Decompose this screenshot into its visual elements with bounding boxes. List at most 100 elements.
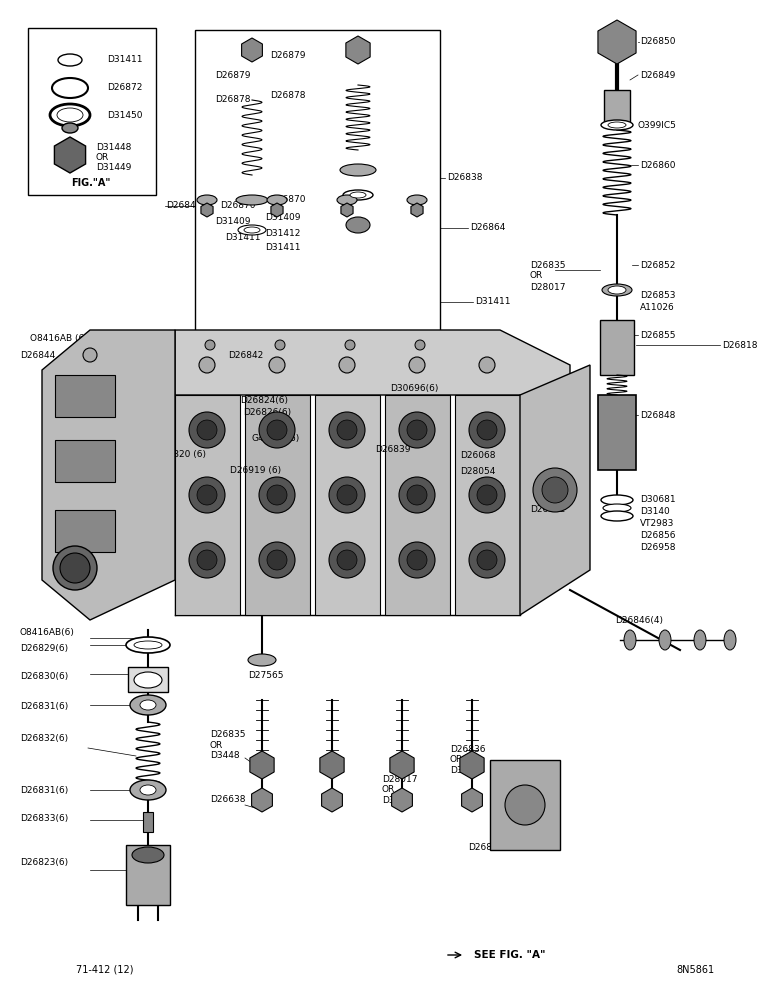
Bar xyxy=(143,812,153,832)
Circle shape xyxy=(259,412,295,448)
Text: D26068: D26068 xyxy=(460,450,496,460)
Circle shape xyxy=(337,550,357,570)
Ellipse shape xyxy=(58,54,82,66)
Text: D26878: D26878 xyxy=(270,91,306,100)
Text: D26818: D26818 xyxy=(722,340,757,350)
Circle shape xyxy=(345,340,355,350)
Text: D26848: D26848 xyxy=(640,410,676,420)
Bar xyxy=(126,845,170,905)
Ellipse shape xyxy=(62,123,78,133)
Polygon shape xyxy=(201,203,213,217)
Text: D26853: D26853 xyxy=(640,292,676,300)
Bar xyxy=(28,28,156,195)
Text: D26820 (6): D26820 (6) xyxy=(155,450,206,460)
Text: D26816: D26816 xyxy=(468,844,503,852)
Bar xyxy=(490,760,560,850)
Circle shape xyxy=(205,340,215,350)
Text: O8416AB(6): O8416AB(6) xyxy=(20,628,75,637)
Text: D26842: D26842 xyxy=(228,351,263,360)
Text: D27565: D27565 xyxy=(248,670,283,680)
Circle shape xyxy=(197,420,217,440)
Ellipse shape xyxy=(60,83,80,93)
Circle shape xyxy=(542,477,568,503)
Polygon shape xyxy=(315,395,380,615)
Circle shape xyxy=(415,340,425,350)
Text: D26855: D26855 xyxy=(640,330,676,340)
Text: 71-412 (12): 71-412 (12) xyxy=(76,965,134,975)
Circle shape xyxy=(267,485,287,505)
Polygon shape xyxy=(520,365,590,615)
Circle shape xyxy=(407,550,427,570)
Circle shape xyxy=(259,542,295,578)
Polygon shape xyxy=(42,330,175,620)
Text: D26844: D26844 xyxy=(20,351,56,360)
Ellipse shape xyxy=(57,108,83,122)
Ellipse shape xyxy=(602,284,632,296)
Text: D31411: D31411 xyxy=(475,298,510,306)
Polygon shape xyxy=(411,203,423,217)
Polygon shape xyxy=(385,395,450,615)
Text: D3140: D3140 xyxy=(640,508,670,516)
Text: A11026: A11026 xyxy=(640,304,675,312)
Text: 8N5861: 8N5861 xyxy=(676,965,714,975)
Text: D26846(4): D26846(4) xyxy=(615,615,663,624)
Ellipse shape xyxy=(134,672,162,688)
Text: D26864: D26864 xyxy=(470,224,506,232)
Text: D26856: D26856 xyxy=(640,532,676,540)
Text: D31409: D31409 xyxy=(265,214,300,223)
Ellipse shape xyxy=(238,225,266,235)
Polygon shape xyxy=(250,751,274,779)
Bar xyxy=(195,30,440,370)
Text: D26638: D26638 xyxy=(210,796,245,804)
Bar xyxy=(128,667,168,692)
Circle shape xyxy=(407,420,427,440)
Circle shape xyxy=(469,477,505,513)
Bar xyxy=(55,510,115,552)
Text: OR: OR xyxy=(530,271,543,280)
Circle shape xyxy=(479,357,495,373)
Polygon shape xyxy=(242,38,262,62)
Polygon shape xyxy=(341,203,353,217)
Ellipse shape xyxy=(608,286,626,294)
Text: D26841: D26841 xyxy=(166,202,201,211)
Text: D31449: D31449 xyxy=(96,163,131,172)
Text: D31411: D31411 xyxy=(107,55,143,64)
Ellipse shape xyxy=(267,195,287,205)
Text: D26839: D26839 xyxy=(375,446,411,454)
Text: D28017: D28017 xyxy=(530,282,566,292)
Text: OR: OR xyxy=(96,153,110,162)
Text: D26878: D26878 xyxy=(215,96,250,104)
Circle shape xyxy=(469,542,505,578)
Circle shape xyxy=(329,477,365,513)
Text: D26879: D26879 xyxy=(215,70,250,80)
Polygon shape xyxy=(455,395,520,615)
Ellipse shape xyxy=(624,630,636,650)
Bar xyxy=(600,320,634,375)
Text: D26831(6): D26831(6) xyxy=(20,702,68,710)
Text: D26829(6): D26829(6) xyxy=(20,644,68,652)
Bar xyxy=(598,395,636,470)
Text: D26860: D26860 xyxy=(640,160,676,169)
Circle shape xyxy=(199,357,215,373)
Ellipse shape xyxy=(601,495,633,505)
Text: D26836
OR
D3448: D26836 OR D3448 xyxy=(450,745,486,775)
Text: D26821: D26821 xyxy=(470,486,506,494)
Text: D26835
OR
D3448: D26835 OR D3448 xyxy=(210,730,245,760)
Polygon shape xyxy=(390,751,414,779)
Ellipse shape xyxy=(132,847,164,863)
Ellipse shape xyxy=(601,511,633,521)
Ellipse shape xyxy=(248,654,276,666)
Circle shape xyxy=(60,553,90,583)
Circle shape xyxy=(337,485,357,505)
Text: D26850: D26850 xyxy=(640,37,676,46)
Circle shape xyxy=(267,420,287,440)
Ellipse shape xyxy=(350,192,366,198)
Circle shape xyxy=(269,357,285,373)
Ellipse shape xyxy=(601,120,633,130)
Circle shape xyxy=(477,550,497,570)
Polygon shape xyxy=(320,751,344,779)
Circle shape xyxy=(189,542,225,578)
Text: D31411: D31411 xyxy=(225,232,260,241)
Text: D26823(6): D26823(6) xyxy=(20,857,68,866)
Text: D26830(6): D26830(6) xyxy=(20,672,68,680)
